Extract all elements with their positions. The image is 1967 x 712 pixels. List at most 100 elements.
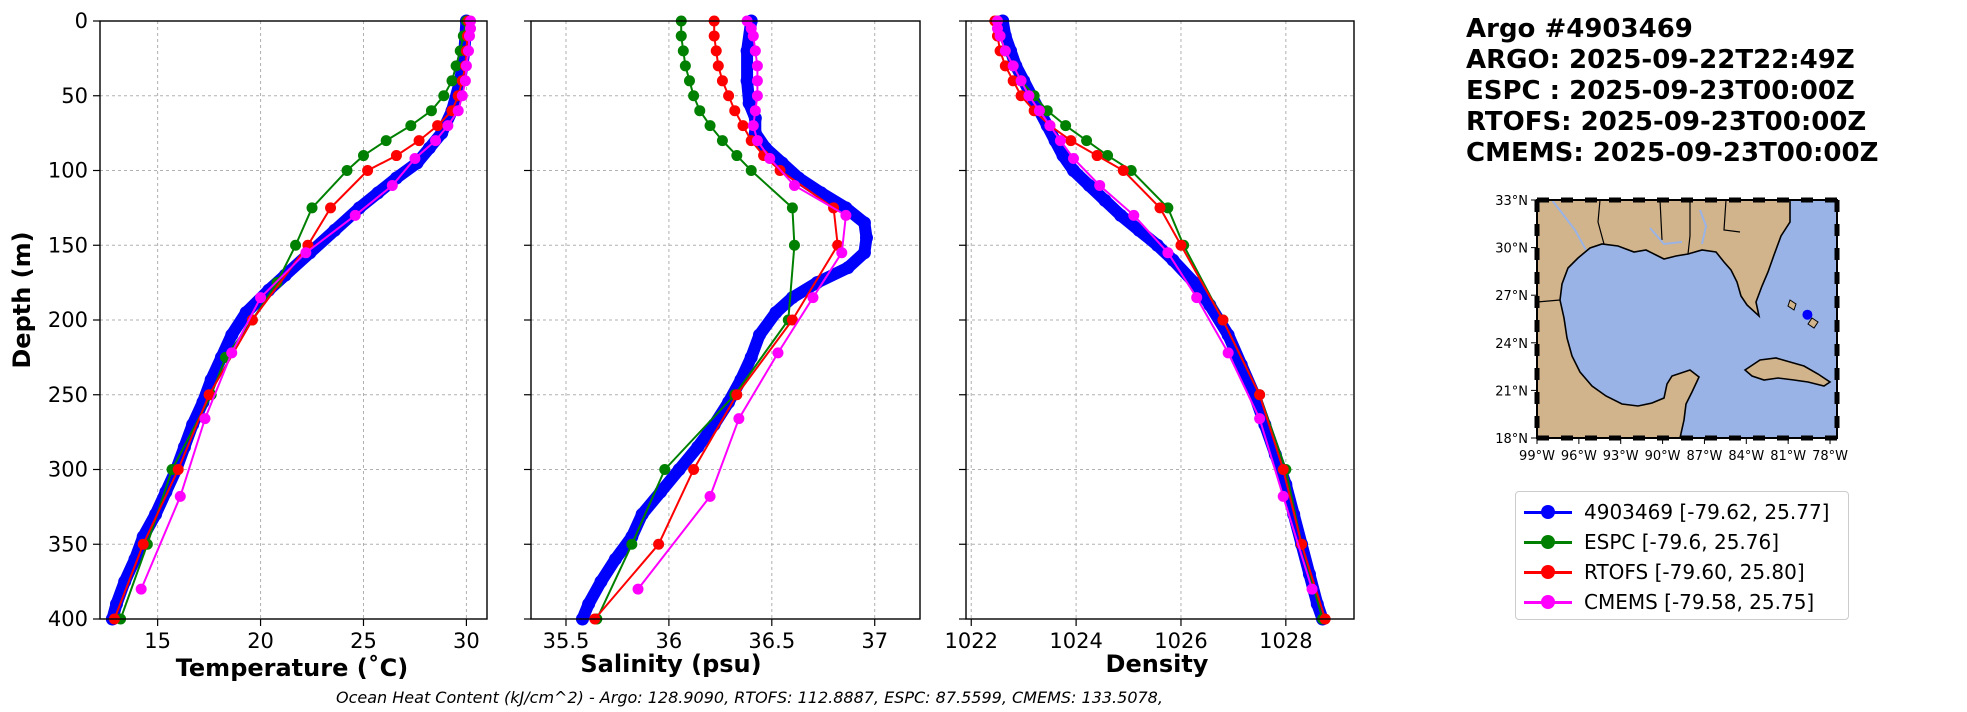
data-point	[747, 120, 759, 132]
data-point	[716, 135, 728, 147]
lat-label: 21°N	[1495, 384, 1528, 399]
density-axis-label: Density	[1106, 650, 1209, 678]
map-frame-ticks	[1534, 197, 1840, 441]
data-point	[785, 291, 799, 305]
data-point	[226, 347, 238, 359]
data-point	[857, 216, 871, 230]
legend-item-cmems: CMEMS [-79.58, 25.75]	[1524, 588, 1814, 616]
data-point	[688, 464, 700, 475]
y-tick-label: 150	[48, 233, 88, 257]
lon-label: 99°W	[1519, 449, 1555, 464]
data-point	[716, 75, 728, 87]
legend-swatch	[1524, 564, 1572, 579]
data-point	[999, 45, 1011, 57]
data-point	[1033, 105, 1045, 117]
data-point	[731, 150, 743, 162]
data-point	[460, 60, 472, 72]
x-tick-label: 25	[350, 629, 377, 653]
rtofs-time: RTOFS: 2025-09-23T00:00Z	[1466, 107, 1867, 137]
map-land-north	[1536, 199, 1791, 439]
data-point	[438, 90, 450, 102]
data-point	[786, 314, 798, 326]
data-point	[751, 135, 763, 147]
y-tick-label: 250	[48, 383, 88, 407]
data-point	[1056, 149, 1070, 163]
data-point	[1114, 208, 1128, 222]
data-point	[349, 209, 361, 221]
data-point	[452, 105, 464, 117]
map-axis-labels: 33°N 30°N 27°N 24°N 21°N 18°N 99°W 96°W 93°W 90°W…	[1495, 194, 1848, 464]
y-tick-label: 50	[61, 84, 88, 108]
salinity-axis-label: Salinity (psu)	[580, 650, 761, 678]
data-point	[1015, 75, 1027, 87]
data-point	[380, 135, 392, 147]
legend-item-argo: 4903469 [-79.62, 25.77]	[1524, 498, 1829, 526]
data-point	[225, 328, 239, 342]
data-point	[462, 45, 474, 57]
data-point	[1023, 90, 1035, 102]
data-point	[1044, 120, 1056, 132]
data-point	[459, 75, 471, 87]
data-point	[994, 30, 1006, 42]
lon-label: 96°W	[1561, 449, 1597, 464]
y-tick-label: 200	[48, 308, 88, 332]
lon-label: 84°W	[1728, 449, 1764, 464]
x-tick-label: 1024	[1049, 629, 1102, 653]
map-borders	[1536, 199, 1741, 303]
data-point	[752, 328, 766, 342]
data-point	[653, 538, 665, 550]
data-point	[729, 105, 741, 117]
data-point	[688, 90, 700, 102]
legend-label: RTOFS [-79.60, 25.80]	[1584, 560, 1805, 584]
data-point	[413, 135, 425, 147]
y-axis-label: Depth (m)	[8, 231, 36, 368]
data-point	[1102, 150, 1114, 162]
data-point	[1007, 75, 1019, 87]
data-point	[362, 165, 374, 176]
legend: 4903469 [-79.62, 25.77] ESPC [-79.6, 25.…	[1515, 491, 1849, 620]
x-tick-label: 1022	[945, 629, 998, 653]
data-point	[325, 202, 337, 214]
y-tick-label: 0	[75, 9, 88, 33]
data-point	[290, 239, 302, 251]
data-point	[1041, 105, 1053, 117]
data-point	[425, 105, 437, 117]
data-point	[751, 90, 763, 102]
data-point	[683, 75, 695, 87]
data-point	[1054, 135, 1066, 147]
lat-label: 27°N	[1495, 289, 1528, 304]
data-point	[747, 30, 759, 42]
legend-swatch	[1524, 594, 1572, 609]
data-point	[626, 538, 638, 550]
data-point	[464, 30, 476, 42]
location-map: 33°N 30°N 27°N 24°N 21°N 18°N 99°W 96°W 93°W 90°W…	[1495, 194, 1848, 464]
data-point	[390, 150, 402, 162]
lon-label: 93°W	[1603, 449, 1639, 464]
series-cmems	[632, 15, 852, 595]
lon-label: 78°W	[1812, 449, 1848, 464]
data-point	[1082, 178, 1096, 192]
map-bahamas	[1787, 299, 1819, 329]
data-point	[672, 463, 686, 476]
data-point	[432, 120, 444, 132]
lon-label: 90°W	[1645, 449, 1681, 464]
data-point	[446, 75, 458, 87]
argo-time: ARGO: 2025-09-22T22:49Z	[1466, 45, 1855, 75]
legend-item-espc: ESPC [-79.6, 25.76]	[1524, 528, 1779, 556]
y-tick-label: 100	[48, 159, 88, 183]
legend-swatch	[1524, 504, 1572, 519]
temperature-axis-label: Temperature (˚C)	[176, 654, 409, 682]
data-point	[135, 583, 147, 595]
y-tick-label: 300	[48, 458, 88, 482]
x-tick-label: 37	[861, 629, 888, 653]
data-point	[1162, 247, 1174, 259]
data-point	[712, 60, 724, 72]
data-point	[357, 150, 369, 162]
argo-float-marker	[1802, 309, 1813, 320]
data-point	[807, 292, 819, 304]
data-point	[694, 105, 706, 117]
data-point	[737, 120, 749, 132]
data-point	[744, 350, 758, 364]
data-point	[1007, 60, 1019, 72]
cmems-time: CMEMS: 2025-09-23T00:00Z	[1466, 138, 1879, 168]
